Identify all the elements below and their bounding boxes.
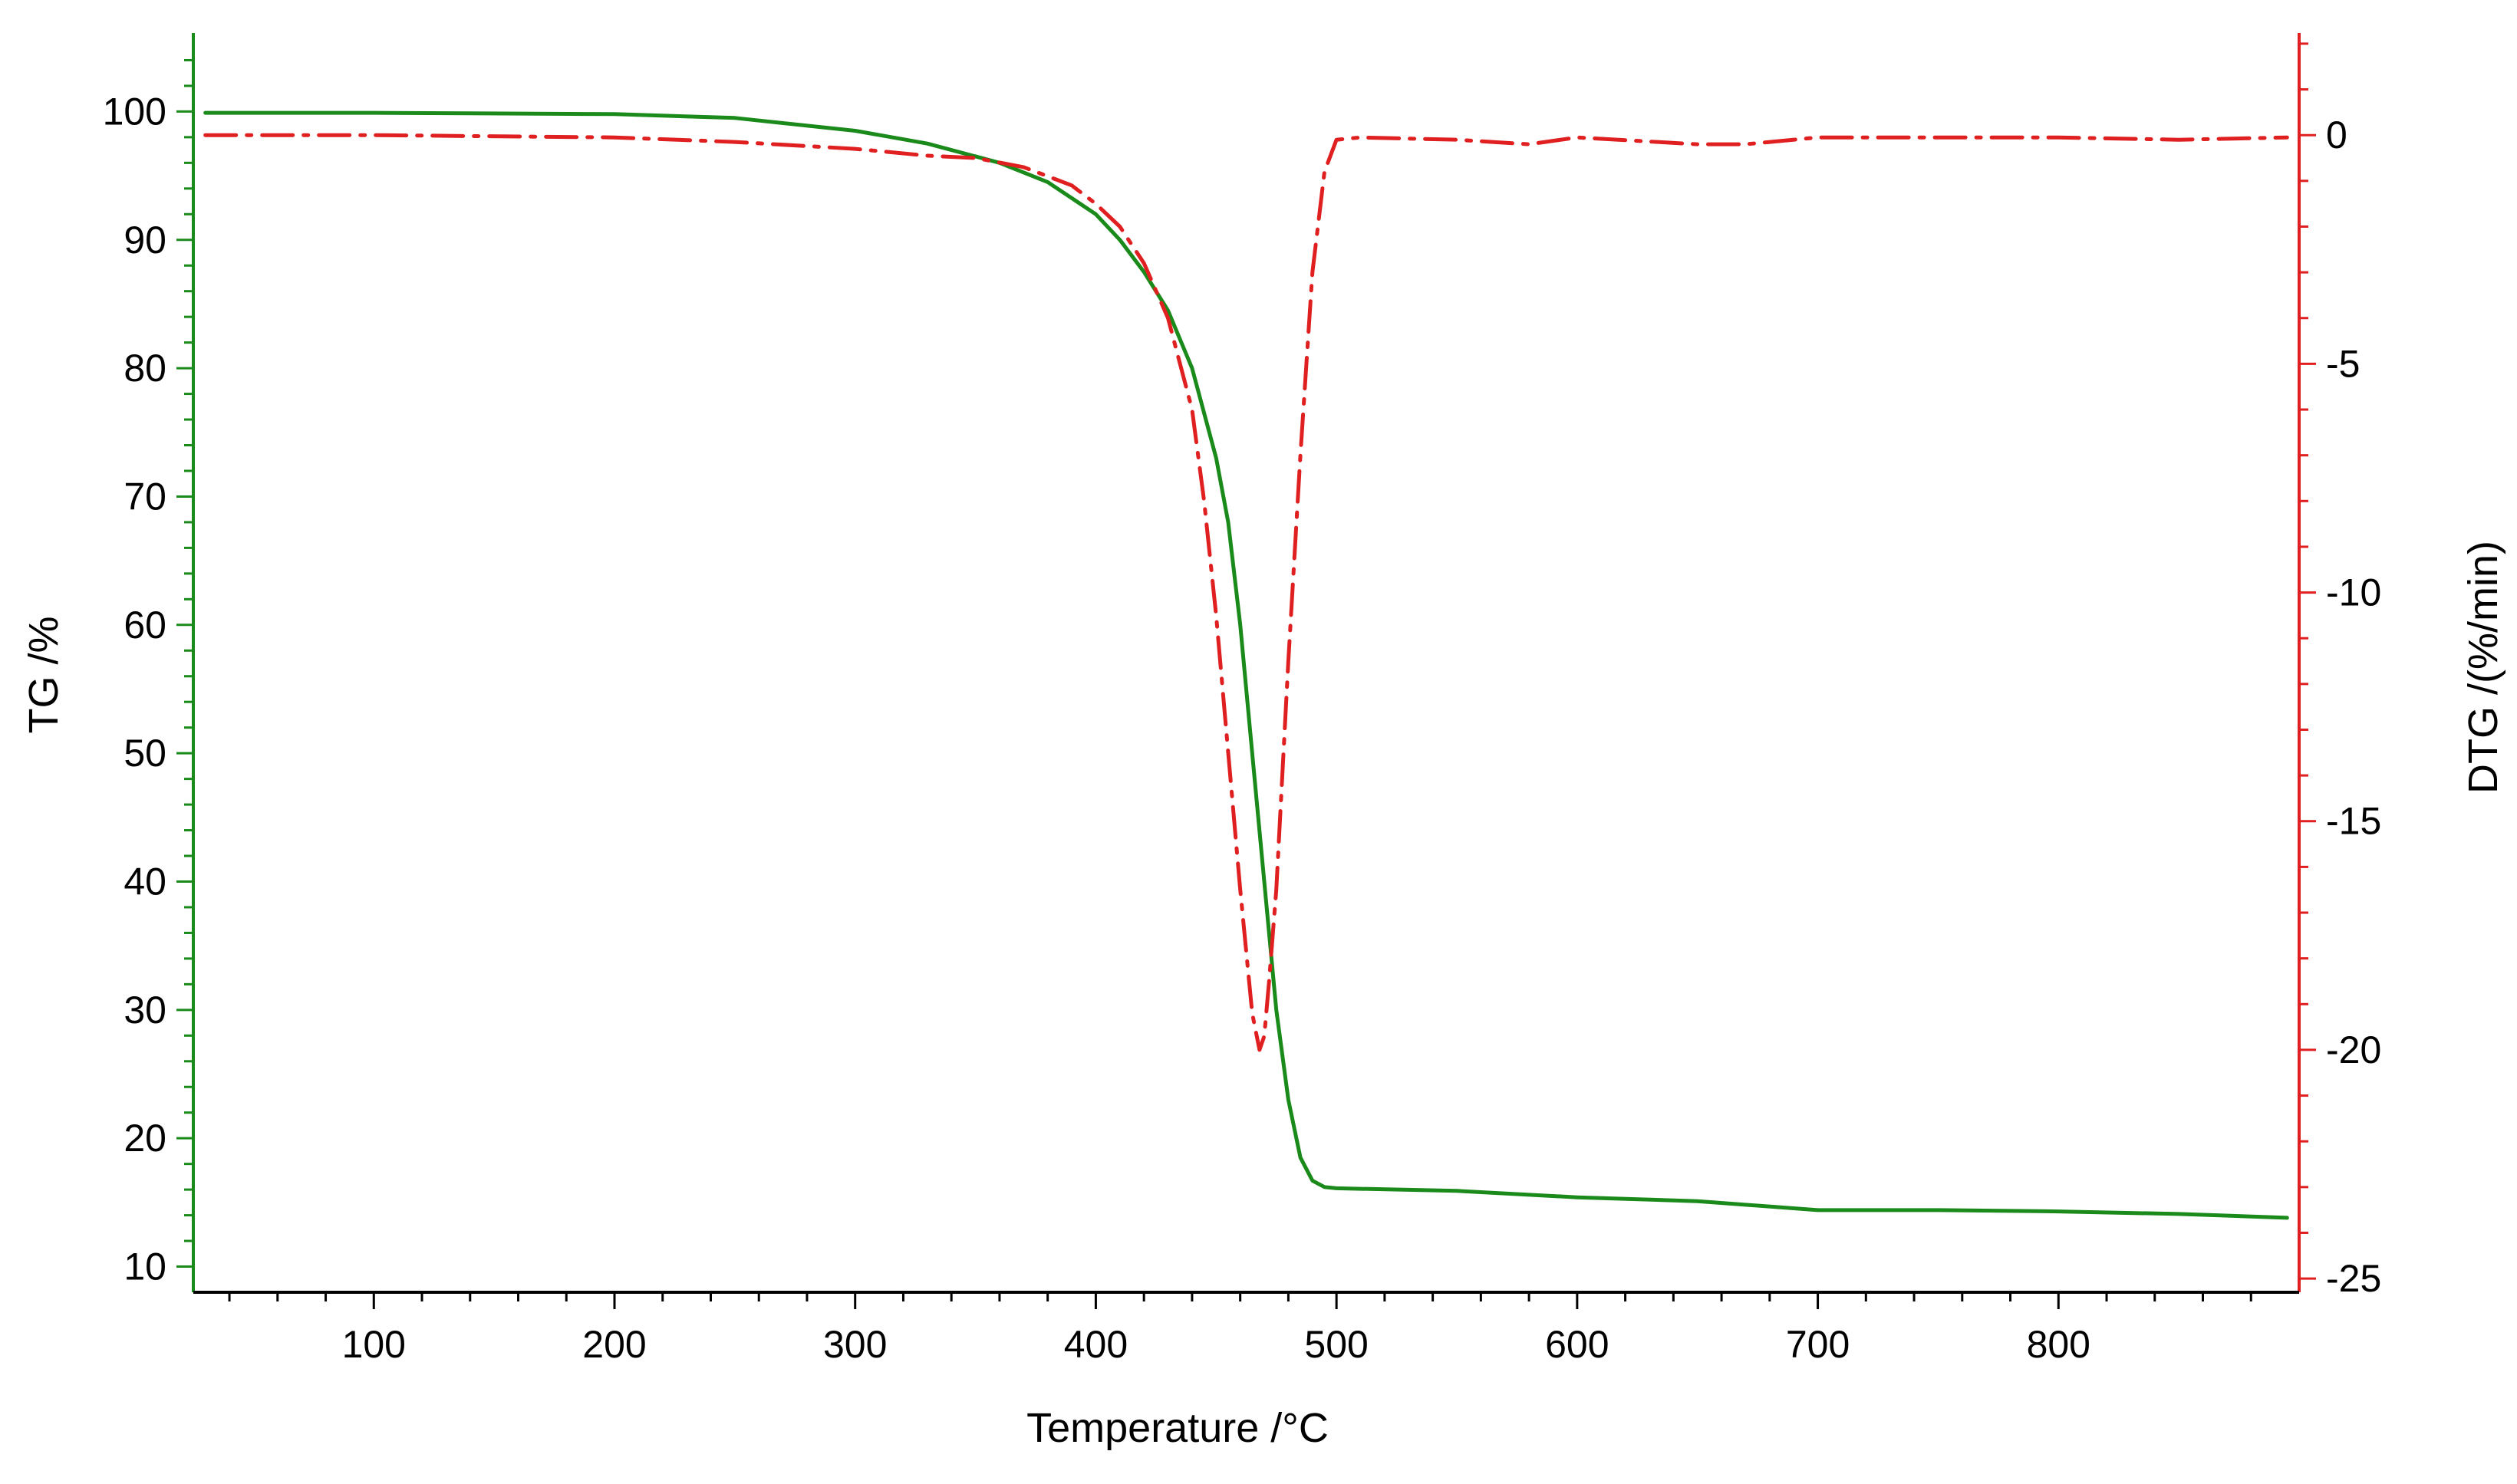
tg-series-line bbox=[203, 110, 2289, 1220]
y-right-tick-label: 0 bbox=[2326, 114, 2347, 156]
y-left-tick-label: 80 bbox=[124, 347, 166, 390]
y-left-tick-label: 70 bbox=[124, 475, 166, 518]
x-tick-label: 400 bbox=[1064, 1323, 1128, 1366]
x-tick-label: 600 bbox=[1545, 1323, 1609, 1366]
x-tick-label: 300 bbox=[823, 1323, 887, 1366]
chart-axes bbox=[192, 33, 2301, 1294]
y-left-tick-label: 50 bbox=[124, 732, 166, 775]
x-tick-label: 100 bbox=[342, 1323, 406, 1366]
y-right-tick-label: -20 bbox=[2326, 1028, 2381, 1071]
y-left-tick-label: 30 bbox=[124, 989, 166, 1032]
y-left-tick-label: 40 bbox=[124, 860, 166, 903]
x-tick-label: 500 bbox=[1304, 1323, 1368, 1366]
y-right-axis-title: DTG /(%/min) bbox=[2460, 541, 2506, 794]
y-left-axis-title: TG /% bbox=[21, 616, 67, 733]
dtg-series-line bbox=[203, 133, 2289, 1052]
x-tick-label: 700 bbox=[1786, 1323, 1850, 1366]
x-axis-title: Temperature /°C bbox=[1026, 1405, 1329, 1451]
y-right-tick-label: -5 bbox=[2326, 342, 2360, 385]
tick-labels: 100 200 300 400 500 600 700 8001020304050607080… bbox=[103, 90, 2382, 1366]
y-left-tick-label: 60 bbox=[124, 604, 166, 647]
y-left-tick-label: 20 bbox=[124, 1117, 166, 1160]
x-tick-label: 200 bbox=[582, 1323, 646, 1366]
y-right-tick-label: -10 bbox=[2326, 571, 2381, 614]
y-left-tick-label: 10 bbox=[124, 1245, 166, 1288]
y-right-tick-label: -15 bbox=[2326, 800, 2381, 843]
y-left-tick-label: 90 bbox=[124, 219, 166, 262]
y-left-tick-label: 100 bbox=[103, 90, 166, 133]
y-right-tick-label: -25 bbox=[2326, 1257, 2381, 1300]
x-tick-label: 800 bbox=[2027, 1323, 2090, 1366]
series-layer bbox=[203, 110, 2289, 1220]
